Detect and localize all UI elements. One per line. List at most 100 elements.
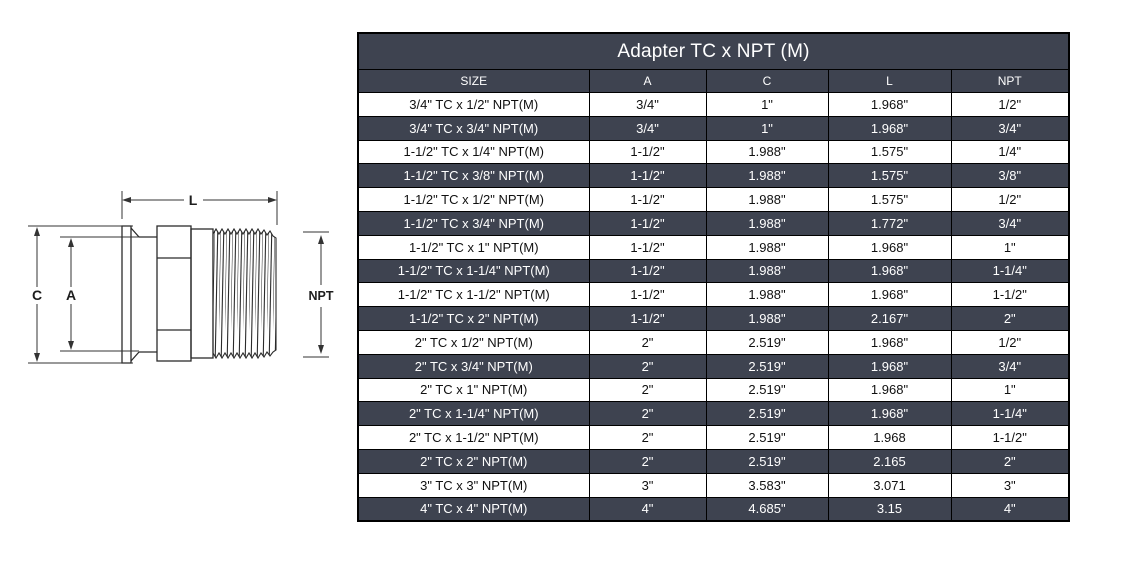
spec-value-cell: 1.968" — [827, 329, 952, 355]
spec-value-cell: 3/4" — [588, 115, 707, 141]
table-row: 2" TC x 1-1/2" NPT(M) 2" 2.519" 1.968 1-1/2" — [357, 425, 1070, 450]
spec-value-cell: 3.583" — [705, 472, 829, 498]
spec-value-cell: 1.968" — [827, 353, 952, 379]
spec-value-cell: 1.968" — [827, 234, 952, 260]
column-header-npt: NPT — [950, 69, 1070, 93]
table-row: 1-1/2" TC x 3/4" NPT(M) 1-1/2" 1.988" 1.772… — [357, 210, 1070, 236]
spec-value-cell: 1" — [950, 377, 1070, 403]
size-cell: 3" TC x 3" NPT(M) — [357, 472, 590, 498]
spec-value-cell: 3/4" — [950, 210, 1070, 236]
spec-value-cell: 1/2" — [950, 329, 1070, 355]
table-row: 1-1/2" TC x 1-1/4" NPT(M) 1-1/2" 1.988" 1.9… — [357, 258, 1070, 284]
size-cell: 2" TC x 3/4" NPT(M) — [357, 353, 590, 379]
spec-value-cell: 4" — [588, 496, 707, 522]
spec-value-cell: 2" — [588, 329, 707, 355]
table-row: 4" TC x 4" NPT(M) 4" 4.685" 3.15 4" — [357, 496, 1070, 522]
spec-value-cell: 1.772" — [827, 210, 952, 236]
table-row: 1-1/2" TC x 1-1/2" NPT(M) 1-1/2" 1.988" 1.9… — [357, 282, 1070, 308]
size-cell: 3/4" TC x 3/4" NPT(M) — [357, 115, 590, 141]
dim-c-extensions — [28, 225, 133, 364]
spec-value-cell: 3/4" — [950, 115, 1070, 141]
spec-value-cell: 1.968 — [827, 425, 952, 450]
spec-value-cell: 1.968" — [827, 377, 952, 403]
spec-value-cell: 2" — [588, 353, 707, 379]
spec-value-cell: 1.968" — [827, 115, 952, 141]
column-header-a: A — [588, 69, 707, 93]
spec-value-cell: 1.968" — [827, 92, 952, 117]
dim-label-inner-diameter: A — [66, 287, 76, 303]
collar — [190, 228, 214, 359]
spec-value-cell: 1.575" — [827, 163, 952, 189]
spec-value-cell: 2.519" — [705, 377, 829, 403]
table-row: 1-1/2" TC x 2" NPT(M) 1-1/2" 1.988" 2.167" 2… — [357, 306, 1070, 331]
size-cell: 2" TC x 1/2" NPT(M) — [357, 329, 590, 355]
spec-value-cell: 1.988" — [705, 210, 829, 236]
size-cell: 2" TC x 1" NPT(M) — [357, 377, 590, 403]
spec-value-cell: 3" — [588, 472, 707, 498]
column-header-l: L — [827, 69, 952, 93]
spec-value-cell: 1/2" — [950, 92, 1070, 117]
spec-value-cell: 1-1/2" — [588, 187, 707, 212]
spec-value-cell: 1.968" — [827, 401, 952, 427]
size-cell: 2" TC x 1-1/2" NPT(M) — [357, 425, 590, 450]
flange-bevel-top — [130, 227, 140, 238]
size-cell: 1-1/2" TC x 1/4" NPT(M) — [357, 139, 590, 165]
table-row: 2" TC x 1/2" NPT(M) 2" 2.519" 1.968" 1/2" — [357, 329, 1070, 355]
dimension-lines — [28, 191, 329, 364]
spec-table: Adapter TC x NPT (M) SIZE A C L NPT 3/4" TC … — [357, 32, 1070, 523]
size-cell: 1-1/2" TC x 2" NPT(M) — [357, 306, 590, 331]
table-row: 3" TC x 3" NPT(M) 3" 3.583" 3.071 3" — [357, 472, 1070, 498]
spec-value-cell: 1-1/2" — [588, 306, 707, 331]
tc-flange — [121, 225, 132, 364]
dimension-arrowheads — [34, 197, 324, 362]
spec-value-cell: 2" — [950, 306, 1070, 331]
spec-value-cell: 1/2" — [950, 187, 1070, 212]
spec-value-cell: 1.988" — [705, 163, 829, 189]
spec-value-cell: 1-1/4" — [950, 258, 1070, 284]
table-row: 2" TC x 1" NPT(M) 2" 2.519" 1.968" 1" — [357, 377, 1070, 403]
spec-value-cell: 2.165 — [827, 448, 952, 474]
spec-value-cell: 2" — [950, 448, 1070, 474]
spec-value-cell: 3/8" — [950, 163, 1070, 189]
npt-threads — [212, 227, 277, 360]
size-cell: 1-1/2" TC x 1-1/2" NPT(M) — [357, 282, 590, 308]
table-row: 1-1/2" TC x 1/4" NPT(M) 1-1/2" 1.988" 1.575… — [357, 139, 1070, 165]
dim-label-thread: NPT — [309, 289, 334, 303]
column-header-row: SIZE A C L NPT — [357, 69, 1070, 93]
spec-value-cell: 3.071 — [827, 472, 952, 498]
spec-value-cell: 1.988" — [705, 234, 829, 260]
spec-value-cell: 3" — [950, 472, 1070, 498]
table-row: 2" TC x 2" NPT(M) 2" 2.519" 2.165 2" — [357, 448, 1070, 474]
size-cell: 2" TC x 2" NPT(M) — [357, 448, 590, 474]
dim-l-extensions — [121, 191, 278, 225]
spec-value-cell: 1-1/2" — [588, 258, 707, 284]
fitting-outline — [121, 225, 277, 364]
spec-value-cell: 2.519" — [705, 329, 829, 355]
spec-value-cell: 1" — [950, 234, 1070, 260]
table-row: 1-1/2" TC x 1/2" NPT(M) 1-1/2" 1.988" 1.575… — [357, 187, 1070, 212]
table-row: 2" TC x 3/4" NPT(M) 2" 2.519" 1.968" 3/4" — [357, 353, 1070, 379]
spec-value-cell: 1.988" — [705, 258, 829, 284]
spec-value-cell: 2" — [588, 425, 707, 450]
spec-value-cell: 1-1/2" — [588, 210, 707, 236]
spec-value-cell: 1" — [705, 92, 829, 117]
table-row: 1-1/2" TC x 3/8" NPT(M) 1-1/2" 1.988" 1.575… — [357, 163, 1070, 189]
dim-a-extensions — [60, 236, 139, 352]
table-title-row: Adapter TC x NPT (M) — [357, 32, 1070, 70]
column-header-size: SIZE — [357, 69, 590, 93]
spec-value-cell: 1-1/2" — [588, 163, 707, 189]
spec-value-cell: 1-1/2" — [588, 282, 707, 308]
spec-value-cell: 2" — [588, 401, 707, 427]
table-row: 2" TC x 1-1/4" NPT(M) 2" 2.519" 1.968" 1-1/4… — [357, 401, 1070, 427]
spec-value-cell: 2.167" — [827, 306, 952, 331]
size-cell: 1-1/2" TC x 1" NPT(M) — [357, 234, 590, 260]
dim-npt-caps — [303, 231, 329, 358]
spec-value-cell: 2.519" — [705, 353, 829, 379]
dim-label-length: L — [189, 192, 198, 208]
spec-value-cell: 1-1/4" — [950, 401, 1070, 427]
spec-value-cell: 1.988" — [705, 187, 829, 212]
spec-value-cell: 1/4" — [950, 139, 1070, 165]
size-cell: 2" TC x 1-1/4" NPT(M) — [357, 401, 590, 427]
spec-value-cell: 1.968" — [827, 258, 952, 284]
spec-value-cell: 1.968" — [827, 282, 952, 308]
